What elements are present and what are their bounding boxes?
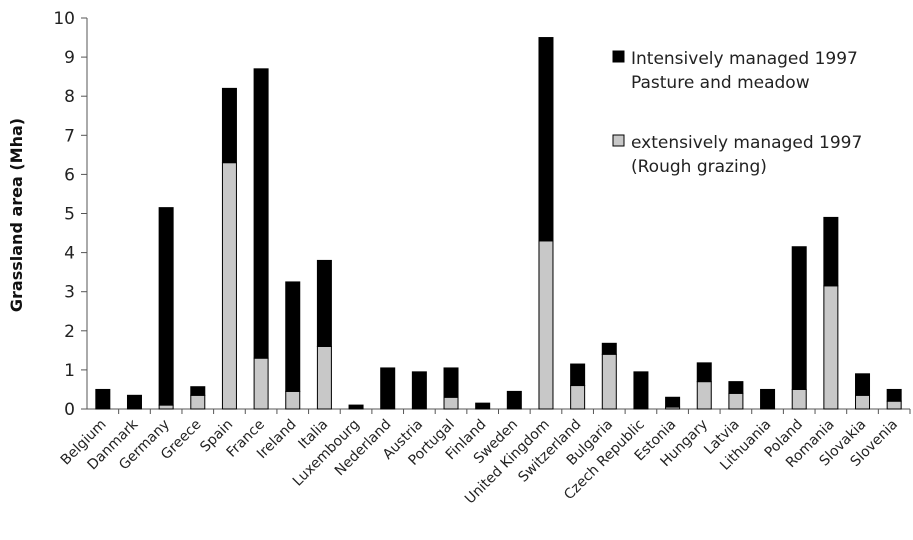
legend-label: Pasture and meadow <box>631 73 810 93</box>
bar-intensive <box>443 367 459 398</box>
bar-extensive <box>443 396 459 410</box>
bar-intensive <box>570 363 586 387</box>
bar-intensive <box>728 381 744 394</box>
bar-extensive <box>823 285 839 410</box>
legend-label: (Rough grazing) <box>631 157 767 177</box>
legend-label: extensively managed 1997 <box>631 133 862 153</box>
bar-intensive <box>348 404 364 410</box>
bar-extensive <box>696 381 712 410</box>
y-tick-label: 9 <box>64 48 75 68</box>
bar-intensive <box>886 388 902 402</box>
bar-intensive <box>538 37 554 242</box>
bar-extensive <box>253 357 269 410</box>
y-tick-label: 1 <box>64 361 75 381</box>
legend-swatch <box>612 50 625 63</box>
bar-intensive <box>791 246 807 390</box>
y-tick-label: 2 <box>64 322 75 342</box>
bar-extensive <box>285 390 301 410</box>
bar-extensive <box>601 353 617 410</box>
bar-intensive <box>95 388 111 410</box>
y-tick-label: 7 <box>64 126 75 146</box>
bar-extensive <box>728 392 744 410</box>
bar-extensive <box>158 404 174 410</box>
bar-extensive <box>855 394 871 410</box>
bar-extensive <box>538 240 554 410</box>
x-axis-labels: BelgiumDanmarkGermanyGreeceSpainFranceIr… <box>58 416 901 507</box>
bar-intensive <box>411 371 427 410</box>
y-tick-label: 4 <box>64 244 75 264</box>
bar-extensive <box>221 162 237 410</box>
bar-extensive <box>316 345 332 410</box>
bar-intensive <box>316 259 332 347</box>
bar-intensive <box>380 367 396 410</box>
legend-swatch <box>612 134 625 147</box>
bar-intensive <box>601 342 617 355</box>
bars <box>95 37 911 414</box>
bar-intensive <box>633 371 649 410</box>
legend: Intensively managed 1997 Pasture and mead… <box>612 49 862 177</box>
y-tick-label: 5 <box>64 205 75 225</box>
bar-extensive <box>886 400 902 410</box>
bar-intensive <box>221 87 237 164</box>
bar-intensive <box>285 281 301 392</box>
bar-extensive <box>190 394 206 410</box>
y-tick-label: 6 <box>64 165 75 185</box>
y-tick-label: 10 <box>53 9 75 29</box>
bar-intensive <box>126 394 142 410</box>
bar-intensive <box>506 390 522 410</box>
y-tick-label: 8 <box>64 87 75 107</box>
bar-intensive <box>696 362 712 383</box>
bar-intensive <box>823 216 839 287</box>
y-tick-label: 0 <box>64 400 75 420</box>
bar-intensive <box>190 386 206 396</box>
bar-intensive <box>855 373 871 396</box>
legend-label: Intensively managed 1997 <box>631 49 858 69</box>
bar-extensive <box>570 385 586 410</box>
bar-extensive <box>791 388 807 410</box>
y-axis-title: Grassland area (Mha) <box>7 118 26 312</box>
bar-intensive <box>665 396 681 408</box>
y-axis: 0 1 2 3 4 5 6 7 8 9 10 <box>53 9 910 420</box>
y-tick-label: 3 <box>64 283 75 303</box>
bar-intensive <box>158 207 174 406</box>
bar-intensive <box>760 388 776 410</box>
bar-intensive <box>475 402 491 410</box>
bar-intensive <box>253 68 269 359</box>
